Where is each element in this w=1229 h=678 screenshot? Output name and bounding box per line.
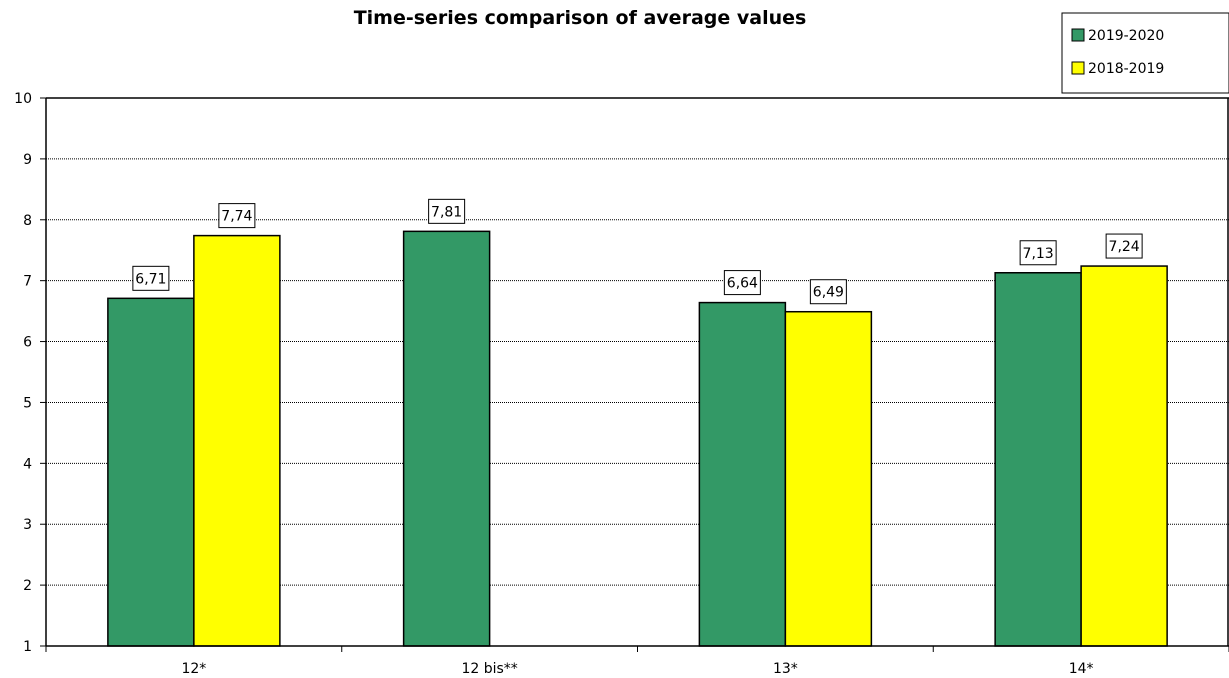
data-label-box [1105, 233, 1143, 259]
bar [402, 230, 491, 647]
bar [1080, 265, 1168, 647]
data-label: 7,13 [1023, 246, 1054, 262]
y-tick-label: 9 [23, 152, 32, 168]
legend-swatch-2019-2020 [1071, 28, 1085, 42]
y-tick-label: 8 [23, 213, 32, 229]
x-tick-label: 12 bis** [461, 661, 517, 677]
data-label: 6,64 [727, 276, 758, 292]
bar [698, 301, 787, 647]
y-tick-label: 2 [23, 578, 32, 594]
y-tick-label: 4 [23, 456, 32, 472]
data-label: 7,24 [1109, 239, 1140, 255]
axes: 1 2 3 4 5 6 7 8 9 10 12* 12 bis** 13* 14* [14, 91, 1229, 677]
data-label: 7,81 [431, 204, 462, 220]
legend-label-2019-2020: 2019-2020 [1088, 28, 1164, 44]
x-tick-label: 13* [773, 661, 798, 677]
bar [193, 234, 281, 647]
data-label: 6,71 [135, 271, 166, 287]
data-label-box [218, 203, 256, 229]
y-tick-label: 7 [23, 274, 32, 290]
y-tick-label: 5 [23, 395, 32, 411]
chart-title: Time-series comparison of average values [354, 7, 807, 29]
y-tick-label: 1 [23, 639, 32, 655]
legend-label-2018-2019: 2018-2019 [1088, 61, 1164, 77]
y-tick-label: 3 [23, 517, 32, 533]
data-label-box [723, 270, 761, 296]
data-labels: 6,71 7,74 7,81 6,64 6,49 7,13 7,24 [132, 198, 1143, 305]
legend: 2019-2020 2018-2019 [1061, 12, 1229, 94]
bars [107, 230, 1168, 647]
legend-box [1061, 12, 1229, 94]
data-label-box [132, 265, 170, 291]
x-tick-label: 14* [1069, 661, 1094, 677]
bar [107, 297, 195, 647]
bar [994, 272, 1082, 647]
data-label: 6,49 [813, 285, 844, 301]
x-tick-label: 12* [181, 661, 206, 677]
legend-swatch-2018-2019 [1071, 61, 1085, 75]
y-tick-label: 6 [23, 335, 32, 351]
data-label-box [428, 198, 466, 224]
data-label-box [1019, 240, 1057, 266]
data-label: 7,74 [221, 209, 252, 225]
y-tick-label: 10 [14, 91, 32, 107]
data-label-box [809, 279, 847, 305]
bar [784, 310, 873, 647]
